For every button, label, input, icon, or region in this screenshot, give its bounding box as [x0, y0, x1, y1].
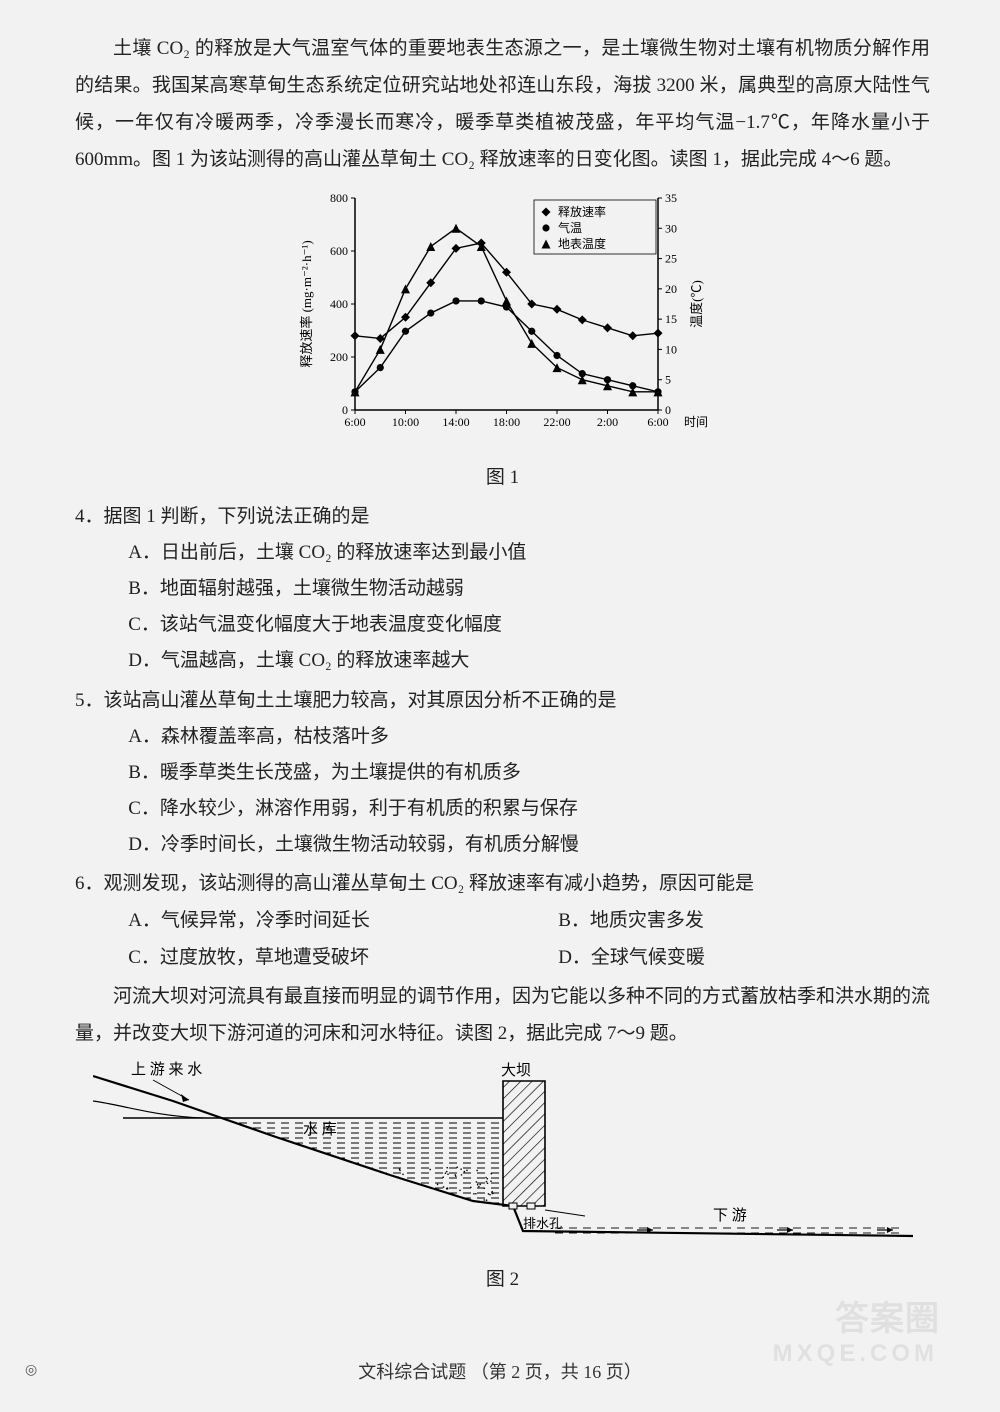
svg-text:5: 5 [665, 373, 671, 387]
svg-text:30: 30 [665, 221, 677, 235]
svg-text:10:00: 10:00 [391, 415, 418, 429]
q5-option-c: C．降水较少，淋溶作用弱，利于有机质的积累与保存 [75, 790, 930, 827]
q5-option-b: B．暖季草类生长茂盛，为土壤提供的有机质多 [75, 754, 930, 791]
svg-text:18:00: 18:00 [492, 415, 519, 429]
svg-text:800: 800 [330, 191, 348, 205]
q4-option-d: D．气温越高，土壤 CO₂ 的释放速率越大 [75, 642, 930, 679]
q4-option-a: A．日出前后，土壤 CO₂ 的释放速率达到最小值 [75, 534, 930, 571]
q6-option-b: B．地质灾害多发 [558, 902, 704, 939]
svg-text:2:00: 2:00 [596, 415, 617, 429]
svg-text:气温: 气温 [558, 220, 582, 235]
figure-1-caption: 图 1 [75, 459, 930, 496]
svg-text:排水孔: 排水孔 [523, 1216, 562, 1231]
intro-paragraph: 土壤 CO₂ 的释放是大气温室气体的重要地表生态源之一，是土壤微生物对土壤有机物… [75, 30, 930, 178]
svg-text:22:00: 22:00 [543, 415, 570, 429]
q6-stem: 6．观测发现，该站测得的高山灌丛草甸土 CO₂ 释放速率有减小趋势，原因可能是 [75, 865, 930, 902]
q5-option-a: A．森林覆盖率高，枯枝落叶多 [75, 718, 930, 755]
svg-text:温度(℃): 温度(℃) [689, 280, 704, 328]
figure-1: 0200400600800051015202530356:0010:0014:0… [75, 184, 930, 457]
svg-text:大坝: 大坝 [501, 1062, 531, 1079]
svg-text:20: 20 [665, 282, 677, 296]
figure-2: 上 游 来 水水 库 大坝排水孔 下 游 [75, 1056, 930, 1259]
svg-text:600: 600 [330, 244, 348, 258]
svg-text:400: 400 [330, 297, 348, 311]
svg-text:25: 25 [665, 252, 677, 266]
svg-text:14:00: 14:00 [442, 415, 469, 429]
intro2-paragraph: 河流大坝对河流具有最直接而明显的调节作用，因为它能以多种不同的方式蓄放枯季和洪水… [75, 978, 930, 1052]
svg-text:6:00: 6:00 [647, 415, 668, 429]
svg-text:35: 35 [665, 191, 677, 205]
q5-option-d: D．冷季时间长，土壤微生物活动较弱，有机质分解慢 [75, 826, 930, 863]
svg-text:地表温度: 地表温度 [558, 236, 606, 251]
margin-dot: ◎ [25, 1357, 37, 1384]
q4-option-b: B．地面辐射越强，土壤微生物活动越弱 [75, 570, 930, 607]
svg-text:水 库: 水 库 [303, 1121, 337, 1138]
q4-option-c: C．该站气温变化幅度大于地表温度变化幅度 [75, 606, 930, 643]
svg-text:上 游 来 水: 上 游 来 水 [131, 1061, 202, 1078]
figure-2-caption: 图 2 [75, 1261, 930, 1298]
svg-text:200: 200 [330, 350, 348, 364]
q5-stem: 5．该站高山灌丛草甸土土壤肥力较高，对其原因分析不正确的是 [75, 682, 930, 719]
svg-text:释放速率: 释放速率 [558, 204, 606, 219]
svg-text:15: 15 [665, 312, 677, 326]
q4-stem: 4．据图 1 判断，下列说法正确的是 [75, 498, 930, 535]
svg-text:释放速率 (mg·m⁻²·h⁻¹): 释放速率 (mg·m⁻²·h⁻¹) [299, 241, 314, 368]
q6-option-c: C．过度放牧，草地遭受破坏 [128, 939, 558, 976]
q6-option-a: A．气候异常，冷季时间延长 [128, 902, 558, 939]
svg-text:时间: 时间 [684, 415, 708, 429]
q6-option-d: D．全球气候变暖 [558, 939, 705, 976]
svg-text:10: 10 [665, 343, 677, 357]
svg-text:6:00: 6:00 [344, 415, 365, 429]
watermark-url: MXQE.COM [773, 1331, 938, 1378]
svg-text:下 游: 下 游 [713, 1207, 747, 1224]
